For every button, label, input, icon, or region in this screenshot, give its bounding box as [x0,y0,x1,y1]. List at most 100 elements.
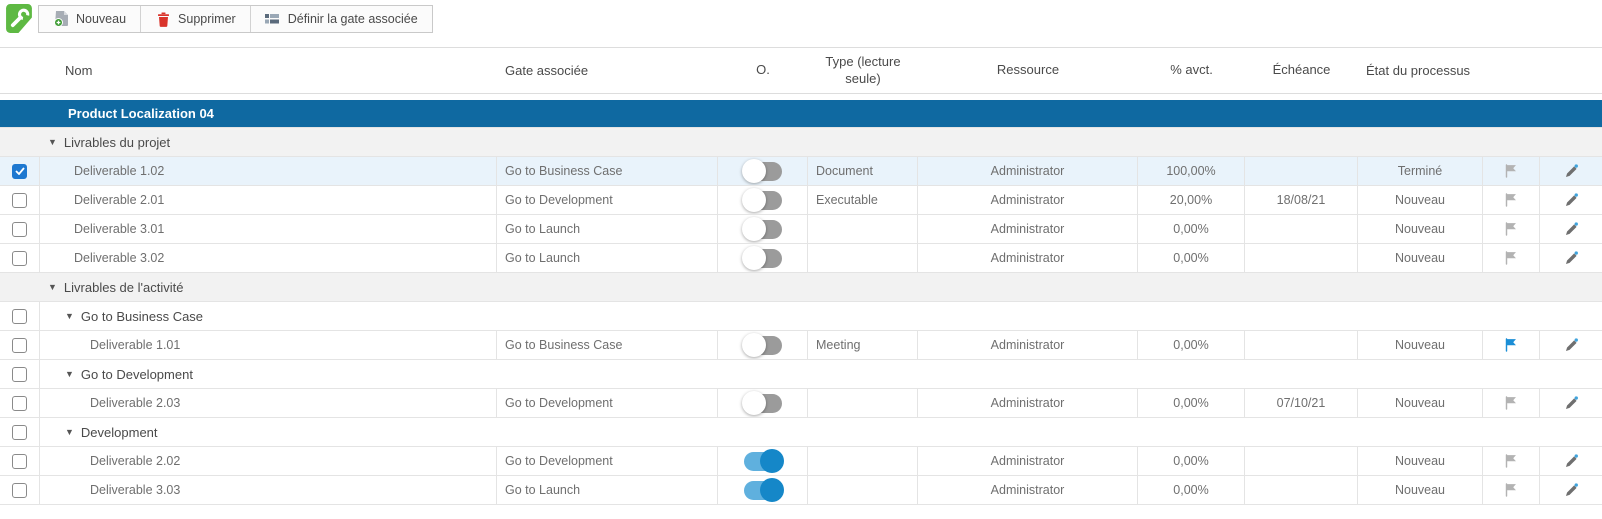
due-cell: 18/08/21 [1245,186,1358,214]
readonly-toggle[interactable] [744,191,782,210]
flag-button[interactable] [1483,389,1540,417]
collapse-triangle-icon[interactable]: ▼ [65,311,74,321]
table-row[interactable]: Deliverable 1.02 Go to Business Case Doc… [0,157,1602,186]
flag-button[interactable] [1483,157,1540,185]
flag-icon [1502,452,1520,470]
nouveau-button-label: Nouveau [76,12,126,26]
edit-button[interactable] [1540,215,1602,243]
table-row[interactable]: Deliverable 1.01 Go to Business Case Mee… [0,331,1602,360]
flag-icon [1502,249,1520,267]
due-cell [1245,157,1358,185]
gate-cell: Go to Business Case [497,331,718,359]
nouveau-button[interactable]: Nouveau [39,6,140,32]
type-cell [808,389,918,417]
readonly-toggle[interactable] [744,220,782,239]
row-checkbox-cell [0,215,40,243]
collapse-triangle-icon[interactable]: ▼ [65,427,74,437]
project-header-row: Product Localization 04 [0,100,1602,128]
edit-pencil-icon [1563,453,1580,470]
toggle-cell [718,389,808,417]
row-checkbox[interactable] [12,425,27,440]
edit-button[interactable] [1540,244,1602,272]
wrench-icon [4,3,35,34]
flag-button[interactable] [1483,447,1540,475]
toggle-knob [742,217,766,241]
readonly-toggle[interactable] [744,481,782,500]
pct-cell: 0,00% [1138,447,1245,475]
edit-pencil-icon [1563,163,1580,180]
edit-button[interactable] [1540,447,1602,475]
flag-icon [1502,220,1520,238]
supprimer-button-label: Supprimer [178,12,236,26]
type-cell: Meeting [808,331,918,359]
supprimer-button[interactable]: Supprimer [140,6,250,32]
row-checkbox[interactable] [12,193,27,208]
subgroup-content: ▼ Go to Development [40,360,1602,388]
resource-cell: Administrator [918,476,1138,504]
row-checkbox[interactable] [12,338,27,353]
row-checkbox[interactable] [12,164,27,179]
row-checkbox-cell [0,244,40,272]
readonly-toggle[interactable] [744,249,782,268]
collapse-triangle-icon[interactable]: ▼ [65,369,74,379]
collapse-triangle-icon[interactable]: ▼ [48,137,57,147]
edit-pencil-icon [1563,395,1580,412]
collapse-triangle-icon[interactable]: ▼ [48,282,57,292]
due-cell [1245,476,1358,504]
flag-button[interactable] [1483,331,1540,359]
toggle-cell [718,157,808,185]
row-checkbox[interactable] [12,251,27,266]
column-header-pct: % avct. [1138,48,1245,93]
table-row[interactable]: Deliverable 2.03 Go to Development Admin… [0,389,1602,418]
table-row[interactable]: Deliverable 2.02 Go to Development Admin… [0,447,1602,476]
type-cell [808,447,918,475]
row-checkbox[interactable] [12,222,27,237]
toolbar-button-group: Nouveau Supprimer Définir l [38,5,433,33]
gate-cell: Go to Launch [497,244,718,272]
toggle-cell [718,215,808,243]
subgroup-label: Go to Business Case [81,309,203,324]
table-header-row: Nom Gate associée O. Type (lecture seule… [0,47,1602,94]
readonly-toggle[interactable] [744,336,782,355]
status-cell: Nouveau [1358,447,1483,475]
toggle-cell [718,186,808,214]
row-checkbox[interactable] [12,483,27,498]
edit-button[interactable] [1540,186,1602,214]
edit-button[interactable] [1540,389,1602,417]
pct-cell: 0,00% [1138,215,1245,243]
flag-button[interactable] [1483,215,1540,243]
table-row[interactable]: Deliverable 3.03 Go to Launch Administra… [0,476,1602,505]
row-checkbox[interactable] [12,309,27,324]
readonly-toggle[interactable] [744,162,782,181]
status-cell: Nouveau [1358,476,1483,504]
flag-button[interactable] [1483,244,1540,272]
flag-button[interactable] [1483,186,1540,214]
row-checkbox[interactable] [12,367,27,382]
type-cell: Executable [808,186,918,214]
toggle-cell [718,476,808,504]
edit-button[interactable] [1540,331,1602,359]
readonly-toggle[interactable] [744,394,782,413]
flag-button[interactable] [1483,476,1540,504]
deliverable-name: Deliverable 1.01 [40,331,497,359]
row-checkbox[interactable] [12,396,27,411]
gate-cell: Go to Development [497,186,718,214]
edit-button[interactable] [1540,476,1602,504]
edit-button[interactable] [1540,157,1602,185]
group-row: ▼Livrables de l'activité [0,273,1602,302]
due-cell [1245,331,1358,359]
table-row[interactable]: Deliverable 3.02 Go to Launch Administra… [0,244,1602,273]
table-row[interactable]: Deliverable 3.01 Go to Launch Administra… [0,215,1602,244]
deliverable-name: Deliverable 2.02 [40,447,497,475]
column-header-gate: Gate associée [497,48,718,93]
readonly-toggle[interactable] [744,452,782,471]
flag-icon [1502,481,1520,499]
row-checkbox-cell [0,476,40,504]
status-cell: Nouveau [1358,244,1483,272]
table-row[interactable]: Deliverable 2.01 Go to Development Execu… [0,186,1602,215]
definir-gate-button-label: Définir la gate associée [288,12,418,26]
row-checkbox-cell [0,389,40,417]
pct-cell: 0,00% [1138,476,1245,504]
row-checkbox[interactable] [12,454,27,469]
definir-gate-button[interactable]: Définir la gate associée [250,6,432,32]
